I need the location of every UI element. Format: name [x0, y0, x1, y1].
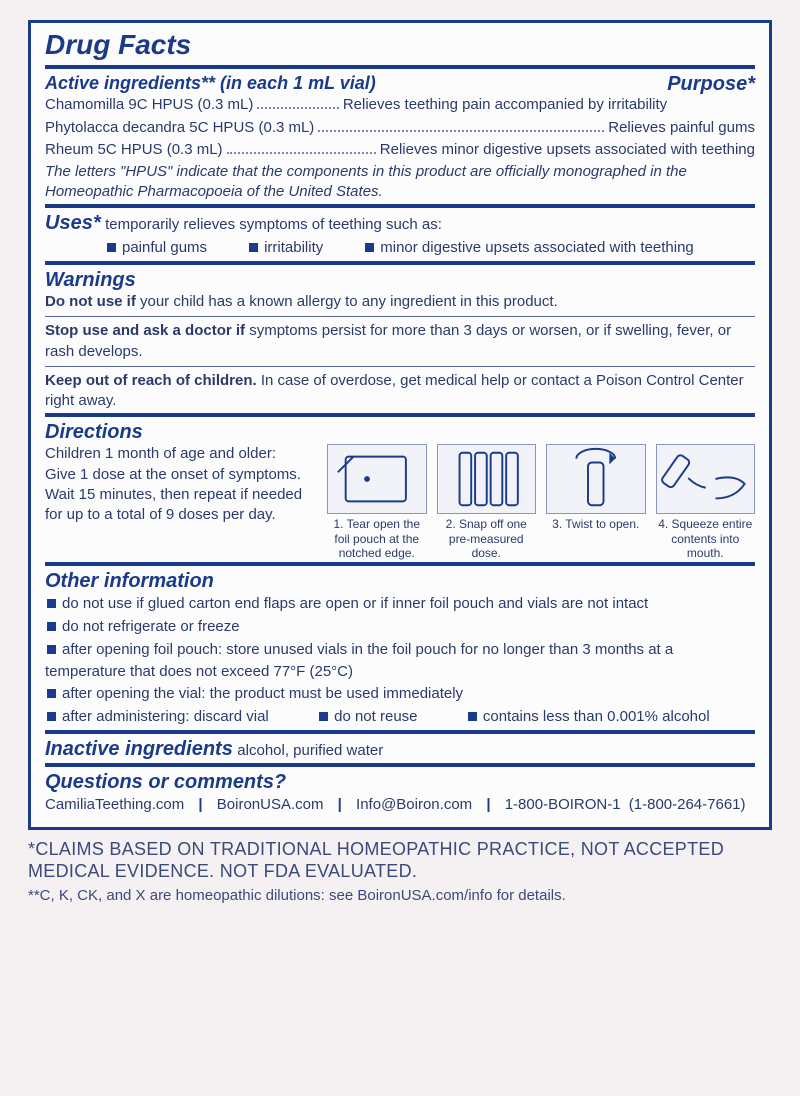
warnings-heading: Warnings: [45, 269, 136, 291]
rule: [45, 204, 755, 208]
contact-row: CamiliaTeething.com | BoironUSA.com | In…: [45, 794, 755, 817]
step-1-image: [327, 444, 427, 514]
warning-line: Stop use and ask a doctor if symptoms pe…: [45, 321, 755, 362]
questions-section: Questions or comments? CamiliaTeething.c…: [45, 771, 755, 817]
rule: [45, 261, 755, 265]
questions-heading: Questions or comments?: [45, 771, 286, 793]
ingredient-row: Rheum 5C HPUS (0.3 mL) Relieves minor di…: [45, 139, 755, 162]
uses-item: painful gums: [105, 237, 207, 259]
other-info-item: after opening the vial: the product must…: [45, 683, 755, 705]
inactive-text: alcohol, purified water: [237, 742, 383, 759]
step-4-caption: 4. Squeeze entire contents into mouth.: [656, 517, 756, 560]
step-4: 4. Squeeze entire contents into mouth.: [656, 444, 756, 560]
contact-link: 1-800-BOIRON-1: [505, 796, 621, 813]
rule: [45, 65, 755, 69]
disclaimer: *CLAIMS BASED ON TRADITIONAL HOMEOPATHIC…: [28, 838, 772, 883]
step-3-image: [546, 444, 646, 514]
other-info-item: after opening foil pouch: store unused v…: [45, 639, 755, 683]
contact-phone-paren: (1-800-264-7661): [629, 796, 746, 813]
step-3: 3. Twist to open.: [546, 444, 646, 560]
purpose-label: Purpose*: [667, 73, 755, 96]
inactive-heading: Inactive ingredients: [45, 738, 233, 760]
active-ingredients-section: Purpose* Active ingredients** (in each 1…: [45, 73, 755, 202]
dilutions-footnote: **C, K, CK, and X are homeopathic diluti…: [28, 887, 772, 904]
contact-link: CamiliaTeething.com: [45, 796, 184, 813]
contact-link: BoironUSA.com: [217, 796, 324, 813]
directions-steps: 1. Tear open the foil pouch at the notch…: [327, 444, 755, 560]
inactive-section: Inactive ingredients alcohol, purified w…: [45, 738, 755, 761]
step-2-image: [437, 444, 537, 514]
step-1-caption: 1. Tear open the foil pouch at the notch…: [327, 517, 427, 560]
thin-rule: [45, 366, 755, 367]
directions-section: Directions Children 1 month of age and o…: [45, 421, 755, 560]
drug-facts-panel: Drug Facts Purpose* Active ingredients**…: [28, 20, 772, 830]
hpus-note: The letters "HPUS" indicate that the com…: [45, 162, 755, 203]
thin-rule: [45, 316, 755, 317]
other-info-heading: Other information: [45, 570, 214, 592]
other-info-item: do not use if glued carton end flaps are…: [45, 593, 755, 615]
rule: [45, 413, 755, 417]
contact-link: Info@Boiron.com: [356, 796, 472, 813]
step-2: 2. Snap off one pre-measured dose.: [437, 444, 537, 560]
step-4-image: [656, 444, 756, 514]
other-info-inline: after administering: discard vial do not…: [45, 706, 755, 728]
rule: [45, 763, 755, 767]
other-info-item: do not refrigerate or freeze: [45, 616, 755, 638]
ingredient-row: Chamomilla 9C HPUS (0.3 mL) Relieves tee…: [45, 94, 667, 117]
warning-line: Keep out of reach of children. In case o…: [45, 371, 755, 412]
uses-item: minor digestive upsets associated with t…: [363, 237, 694, 259]
warning-line: Do not use if your child has a known all…: [45, 292, 755, 312]
panel-title: Drug Facts: [45, 29, 755, 63]
warnings-section: Warnings Do not use if your child has a …: [45, 269, 755, 411]
step-1: 1. Tear open the foil pouch at the notch…: [327, 444, 427, 560]
uses-bullets: painful gums irritability minor digestiv…: [105, 237, 755, 259]
ingredient-row: Phytolacca decandra 5C HPUS (0.3 mL) Rel…: [45, 117, 755, 140]
other-info-section: Other information do not use if glued ca…: [45, 570, 755, 728]
uses-lead: temporarily relieves symptoms of teethin…: [105, 216, 442, 233]
uses-heading: Uses*: [45, 212, 101, 234]
directions-heading: Directions: [45, 421, 143, 443]
rule: [45, 562, 755, 566]
directions-text: Children 1 month of age and older: Give …: [45, 444, 315, 560]
active-heading: Active ingredients** (in each 1 mL vial): [45, 73, 376, 93]
step-2-caption: 2. Snap off one pre-measured dose.: [437, 517, 537, 560]
uses-section: Uses* temporarily relieves symptoms of t…: [45, 212, 755, 259]
step-3-caption: 3. Twist to open.: [546, 517, 646, 531]
rule: [45, 730, 755, 734]
uses-item: irritability: [247, 237, 323, 259]
